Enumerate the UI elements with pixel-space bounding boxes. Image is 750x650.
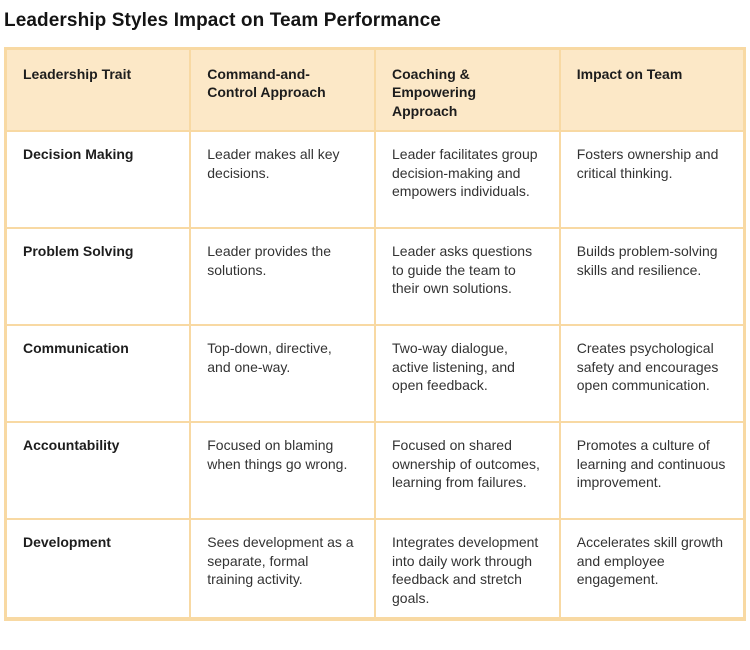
column-header-impact-on-team: Impact on Team [558,47,746,133]
impact-cell: Builds problem-solving skills and resili… [558,227,746,327]
trait-cell: Accountability [4,421,192,521]
impact-cell: Creates psychological safety and encoura… [558,324,746,424]
trait-cell: Communication [4,324,192,424]
trait-cell: Problem Solving [4,227,192,327]
impact-cell: Promotes a culture of learning and conti… [558,421,746,521]
impact-cell: Accelerates skill growth and employee en… [558,518,746,621]
coaching-cell: Integrates development into daily work t… [374,518,561,621]
table-header-row: Leadership Trait Command-and-Control App… [4,47,746,133]
page-title: Leadership Styles Impact on Team Perform… [4,10,441,31]
command-cell: Top-down, directive, and one-way. [189,324,376,424]
coaching-cell: Focused on shared ownership of outcomes,… [374,421,561,521]
table-row: Accountability Focused on blaming when t… [4,421,746,521]
coaching-cell: Leader asks questions to guide the team … [374,227,561,327]
trait-cell: Development [4,518,192,621]
table-row: Communication Top-down, directive, and o… [4,324,746,424]
trait-cell: Decision Making [4,130,192,230]
impact-cell: Fosters ownership and critical thinking. [558,130,746,230]
leadership-comparison-table: Leadership Trait Command-and-Control App… [4,47,746,622]
command-cell: Leader makes all key decisions. [189,130,376,230]
command-cell: Leader provides the solutions. [189,227,376,327]
coaching-cell: Leader facilitates group decision-making… [374,130,561,230]
table-row: Development Sees development as a separa… [4,518,746,621]
command-cell: Focused on blaming when things go wrong. [189,421,376,521]
column-header-leadership-trait: Leadership Trait [4,47,192,133]
command-cell: Sees development as a separate, formal t… [189,518,376,621]
column-header-coaching-empowering: Coaching & Empowering Approach [374,47,561,133]
column-header-command-and-control: Command-and-Control Approach [189,47,376,133]
table-row: Decision Making Leader makes all key dec… [4,130,746,230]
table-row: Problem Solving Leader provides the solu… [4,227,746,327]
coaching-cell: Two-way dialogue, active listening, and … [374,324,561,424]
